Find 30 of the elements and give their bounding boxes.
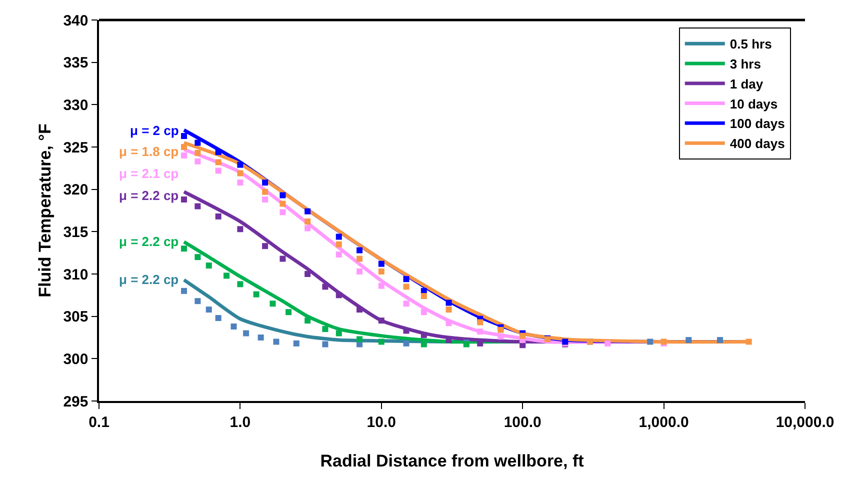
legend-label: 1 day xyxy=(730,76,764,92)
y-tick-label: 315 xyxy=(63,224,88,241)
y-tick-label: 305 xyxy=(63,308,88,326)
x-tick-label: 0.1 xyxy=(88,414,110,431)
x-tick-label: 1,000.0 xyxy=(638,414,689,431)
legend-label: 10 days xyxy=(730,96,778,112)
x-tick-label: 10.0 xyxy=(366,414,396,431)
x-tick-label: 10,000.0 xyxy=(776,414,834,431)
y-tick-label: 340 xyxy=(63,12,88,30)
annotation: μ = 2 cp xyxy=(130,123,179,138)
x-tick-label: 1.0 xyxy=(230,414,251,431)
y-axis-title: Fluid Temperature, °F xyxy=(35,124,54,298)
annotation: μ = 2.2 cp xyxy=(119,272,179,287)
y-tick-label: 295 xyxy=(63,393,88,410)
legend-label: 0.5 hrs xyxy=(730,36,772,52)
legend-label: 3 hrs xyxy=(730,56,761,72)
annotation: μ = 1.8 cp xyxy=(119,144,179,159)
y-tick-label: 320 xyxy=(63,182,88,199)
legend-label: 100 days xyxy=(730,116,785,132)
y-tick-label: 335 xyxy=(63,54,88,72)
y-tick-label: 330 xyxy=(63,96,88,114)
annotation: μ = 2.2 cp xyxy=(119,234,179,249)
y-tick-label: 300 xyxy=(63,350,88,368)
legend-label: 400 days xyxy=(730,136,785,152)
x-axis-title: Radial Distance from wellbore, ft xyxy=(320,452,584,471)
y-tick-label: 325 xyxy=(63,139,88,156)
y-tick-label: 310 xyxy=(63,266,88,284)
x-tick-label: 100.0 xyxy=(504,414,542,431)
annotation: μ = 2.2 cp xyxy=(119,188,179,203)
annotation: μ = 2.1 cp xyxy=(119,166,179,181)
